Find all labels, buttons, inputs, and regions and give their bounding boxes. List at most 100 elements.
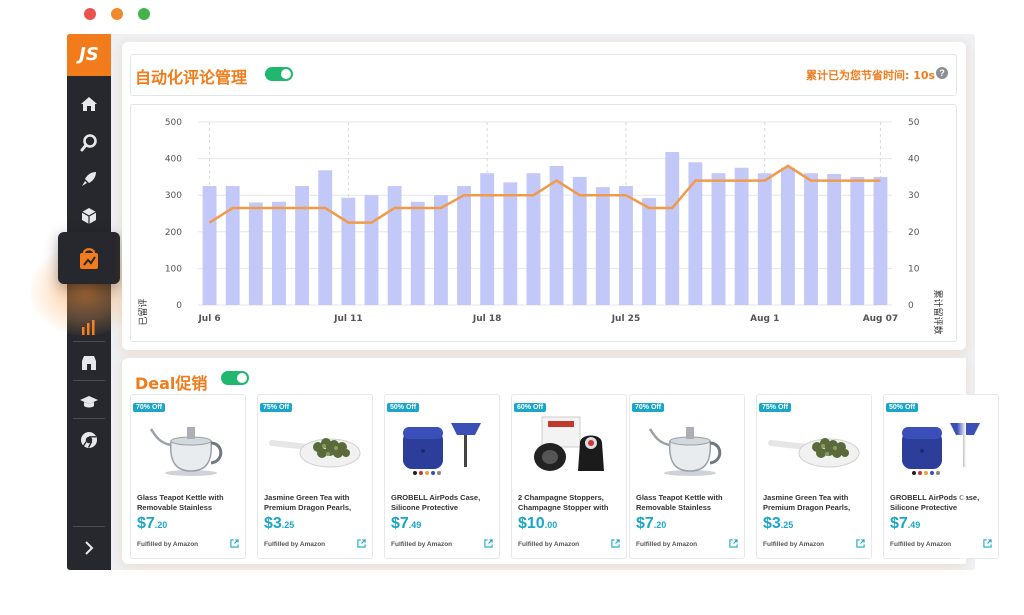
product-name[interactable]: Jasmine Green Tea with Premium Dragon Pe…: [264, 493, 352, 512]
y-tick-label: 0: [176, 301, 182, 311]
y-tick-label: 500: [165, 118, 182, 128]
discount-badge: 70% Off: [133, 403, 166, 412]
product-card[interactable]: 75% Off Jasmine Green Tea with Premium Dr…: [257, 394, 373, 559]
fulfilled-label: Fulfilled by Amazon: [137, 541, 199, 548]
bar: [480, 173, 495, 305]
box-icon[interactable]: [77, 204, 101, 228]
y-tick-label: 200: [165, 228, 182, 238]
bar: [734, 167, 749, 305]
y2-tick-label: 0: [908, 301, 914, 311]
airpods-case-image[interactable]: [894, 413, 988, 477]
discount-badge: 50% Off: [886, 403, 919, 412]
chrome-icon[interactable]: [77, 428, 101, 452]
bar: [410, 201, 425, 305]
home-icon[interactable]: [77, 92, 101, 116]
fulfilled-label: Fulfilled by Amazon: [264, 541, 326, 548]
product-price: $7.49: [890, 515, 921, 532]
fulfilled-label: Fulfilled by Amazon: [391, 541, 453, 548]
minimize-dot[interactable]: [111, 8, 123, 20]
product-card[interactable]: 70% Off Glass Teapot Kettle with Removabl…: [130, 394, 246, 559]
product-price: $7.20: [137, 515, 168, 532]
search-icon[interactable]: [77, 131, 101, 155]
product-card[interactable]: 50% Off GROBELL AirPods Case, Silicone Pr…: [883, 394, 999, 559]
bar: [364, 195, 379, 305]
bar: [341, 197, 356, 305]
bar: [272, 201, 286, 305]
bar: [318, 170, 333, 305]
close-dot[interactable]: [84, 8, 96, 20]
y2-tick-label: 30: [908, 191, 920, 201]
deals-fade: [957, 358, 966, 564]
product-name[interactable]: GROBELL AirPods Case, Silicone Protectiv…: [890, 493, 980, 512]
bar: [711, 173, 726, 305]
graduation-cap-icon[interactable]: [77, 390, 101, 414]
airpods-case-image[interactable]: [395, 413, 489, 477]
tea-spoon-image[interactable]: [268, 413, 362, 477]
bar: [503, 182, 518, 305]
bar: [387, 186, 402, 305]
reviews-header: [130, 54, 957, 96]
y-axis-label: 已留评: [137, 298, 149, 325]
bar: [572, 176, 587, 305]
external-link-icon[interactable]: [230, 539, 239, 548]
product-name[interactable]: Jasmine Green Tea with Premium Dragon Pe…: [763, 493, 851, 512]
bar: [549, 165, 564, 305]
store-icon[interactable]: [77, 351, 101, 375]
sidebar-item-shopping-bag-chart[interactable]: [58, 232, 120, 284]
bar: [619, 186, 633, 305]
fulfilled-label: Fulfilled by Amazon: [636, 541, 698, 548]
y2-tick-label: 40: [908, 155, 920, 165]
product-price: $3.25: [264, 515, 295, 532]
bar: [757, 173, 772, 305]
reviews-line: [208, 164, 881, 224]
reviews-toggle[interactable]: [265, 67, 293, 81]
tea-spoon-image[interactable]: [767, 413, 861, 477]
product-card[interactable]: 60% Off 2 Champagne Stoppers, Champagne S…: [511, 394, 627, 559]
bar: [804, 173, 818, 305]
external-link-icon[interactable]: [611, 539, 620, 548]
champagne-stopper-image[interactable]: [522, 413, 616, 477]
bar: [688, 162, 703, 305]
product-name[interactable]: GROBELL AirPods Case, Silicone Protectiv…: [391, 493, 481, 512]
product-card[interactable]: 50% Off GROBELL AirPods Case, Silicone Pr…: [384, 394, 500, 559]
saved-time-label: 累计已为您节省时间: 10s: [806, 69, 936, 82]
deals-toggle[interactable]: [221, 371, 249, 385]
bar: [595, 187, 610, 305]
bar: [873, 176, 888, 305]
shopping-bag-chart-icon: [80, 248, 98, 269]
maximize-dot[interactable]: [138, 8, 150, 20]
x-tick-label: Aug 07: [863, 314, 898, 324]
external-link-icon[interactable]: [484, 539, 493, 548]
rocket-icon[interactable]: [77, 167, 101, 191]
product-name[interactable]: Glass Teapot Kettle with Removable Stain…: [636, 493, 723, 512]
bar: [827, 173, 842, 305]
external-link-icon[interactable]: [729, 539, 738, 548]
product-name[interactable]: 2 Champagne Stoppers, Champagne Stopper …: [518, 493, 609, 512]
y2-axis-label: 累计留评数: [932, 289, 944, 334]
fulfilled-label: Fulfilled by Amazon: [890, 541, 952, 548]
teapot-image[interactable]: [640, 413, 734, 477]
teapot-image[interactable]: [141, 413, 235, 477]
external-link-icon[interactable]: [856, 539, 865, 548]
x-tick-label: Jul 11: [333, 314, 363, 324]
chevron-right-icon[interactable]: [77, 536, 101, 560]
product-price: $3.25: [763, 515, 794, 532]
product-card[interactable]: 70% Off Glass Teapot Kettle with Removabl…: [629, 394, 745, 559]
product-card[interactable]: 75% Off Jasmine Green Tea with Premium Dr…: [756, 394, 872, 559]
help-icon[interactable]: ?: [936, 67, 948, 79]
y-tick-label: 300: [165, 191, 182, 201]
app-logo[interactable]: JS: [67, 34, 111, 76]
bar: [665, 152, 680, 305]
external-link-icon[interactable]: [357, 539, 366, 548]
y2-tick-label: 20: [908, 228, 920, 238]
product-name[interactable]: Glass Teapot Kettle with Removable Stain…: [137, 493, 224, 512]
bar: [225, 186, 240, 305]
x-tick-label: Aug 1: [750, 314, 779, 324]
external-link-icon[interactable]: [983, 539, 992, 548]
product-price: $7.20: [636, 515, 667, 532]
y2-tick-label: 50: [908, 118, 920, 128]
bar: [526, 173, 541, 305]
bar: [850, 176, 865, 305]
y-tick-label: 400: [165, 155, 182, 165]
x-tick-label: Jul 18: [472, 314, 502, 324]
